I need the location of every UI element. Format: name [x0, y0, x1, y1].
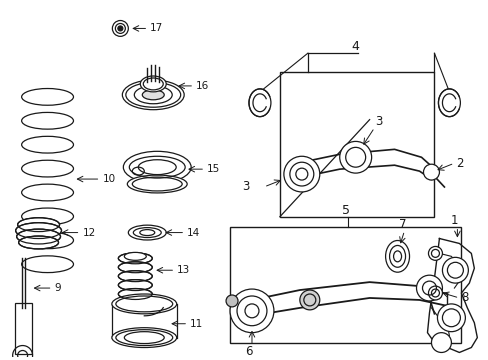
Text: 9: 9 — [55, 283, 61, 293]
Ellipse shape — [124, 252, 146, 260]
Text: 2: 2 — [455, 157, 463, 170]
Ellipse shape — [118, 253, 152, 264]
Bar — [229, 227, 461, 343]
Ellipse shape — [140, 76, 166, 92]
Circle shape — [423, 164, 439, 180]
Circle shape — [427, 286, 442, 300]
Text: 17: 17 — [150, 23, 163, 33]
Ellipse shape — [118, 289, 152, 300]
Circle shape — [284, 156, 319, 192]
Circle shape — [299, 290, 319, 310]
Circle shape — [427, 247, 442, 260]
Circle shape — [225, 295, 238, 307]
Ellipse shape — [16, 223, 61, 239]
Ellipse shape — [19, 236, 59, 249]
Circle shape — [118, 26, 122, 31]
Ellipse shape — [127, 175, 187, 193]
Ellipse shape — [122, 80, 184, 110]
Text: 8: 8 — [461, 292, 468, 305]
Text: 5: 5 — [341, 204, 349, 217]
Text: 10: 10 — [102, 174, 115, 184]
Text: 1: 1 — [450, 214, 457, 227]
Ellipse shape — [112, 328, 176, 347]
Circle shape — [442, 257, 468, 283]
Text: 6: 6 — [245, 345, 252, 358]
Text: 13: 13 — [177, 265, 190, 275]
Text: 11: 11 — [190, 319, 203, 329]
Ellipse shape — [248, 89, 270, 117]
Ellipse shape — [118, 280, 152, 291]
Ellipse shape — [118, 262, 152, 273]
Ellipse shape — [112, 294, 176, 314]
Ellipse shape — [123, 151, 191, 183]
Circle shape — [416, 275, 442, 301]
Ellipse shape — [128, 225, 166, 240]
Text: 7: 7 — [398, 218, 406, 231]
Text: 3: 3 — [242, 180, 249, 193]
Circle shape — [229, 289, 273, 333]
Text: 15: 15 — [207, 164, 220, 174]
Text: 16: 16 — [196, 81, 209, 91]
Text: 12: 12 — [82, 228, 96, 238]
Text: 3: 3 — [375, 115, 382, 128]
Text: 4: 4 — [351, 40, 359, 53]
Ellipse shape — [17, 229, 61, 244]
Circle shape — [437, 304, 465, 332]
Circle shape — [430, 333, 450, 352]
Circle shape — [339, 141, 371, 173]
Ellipse shape — [385, 240, 408, 272]
Ellipse shape — [18, 218, 60, 231]
Text: 14: 14 — [187, 228, 200, 238]
Bar — [15, 303, 32, 355]
Ellipse shape — [118, 271, 152, 282]
Ellipse shape — [142, 90, 164, 100]
Circle shape — [112, 21, 128, 36]
Ellipse shape — [438, 89, 459, 117]
Bar — [279, 72, 433, 217]
